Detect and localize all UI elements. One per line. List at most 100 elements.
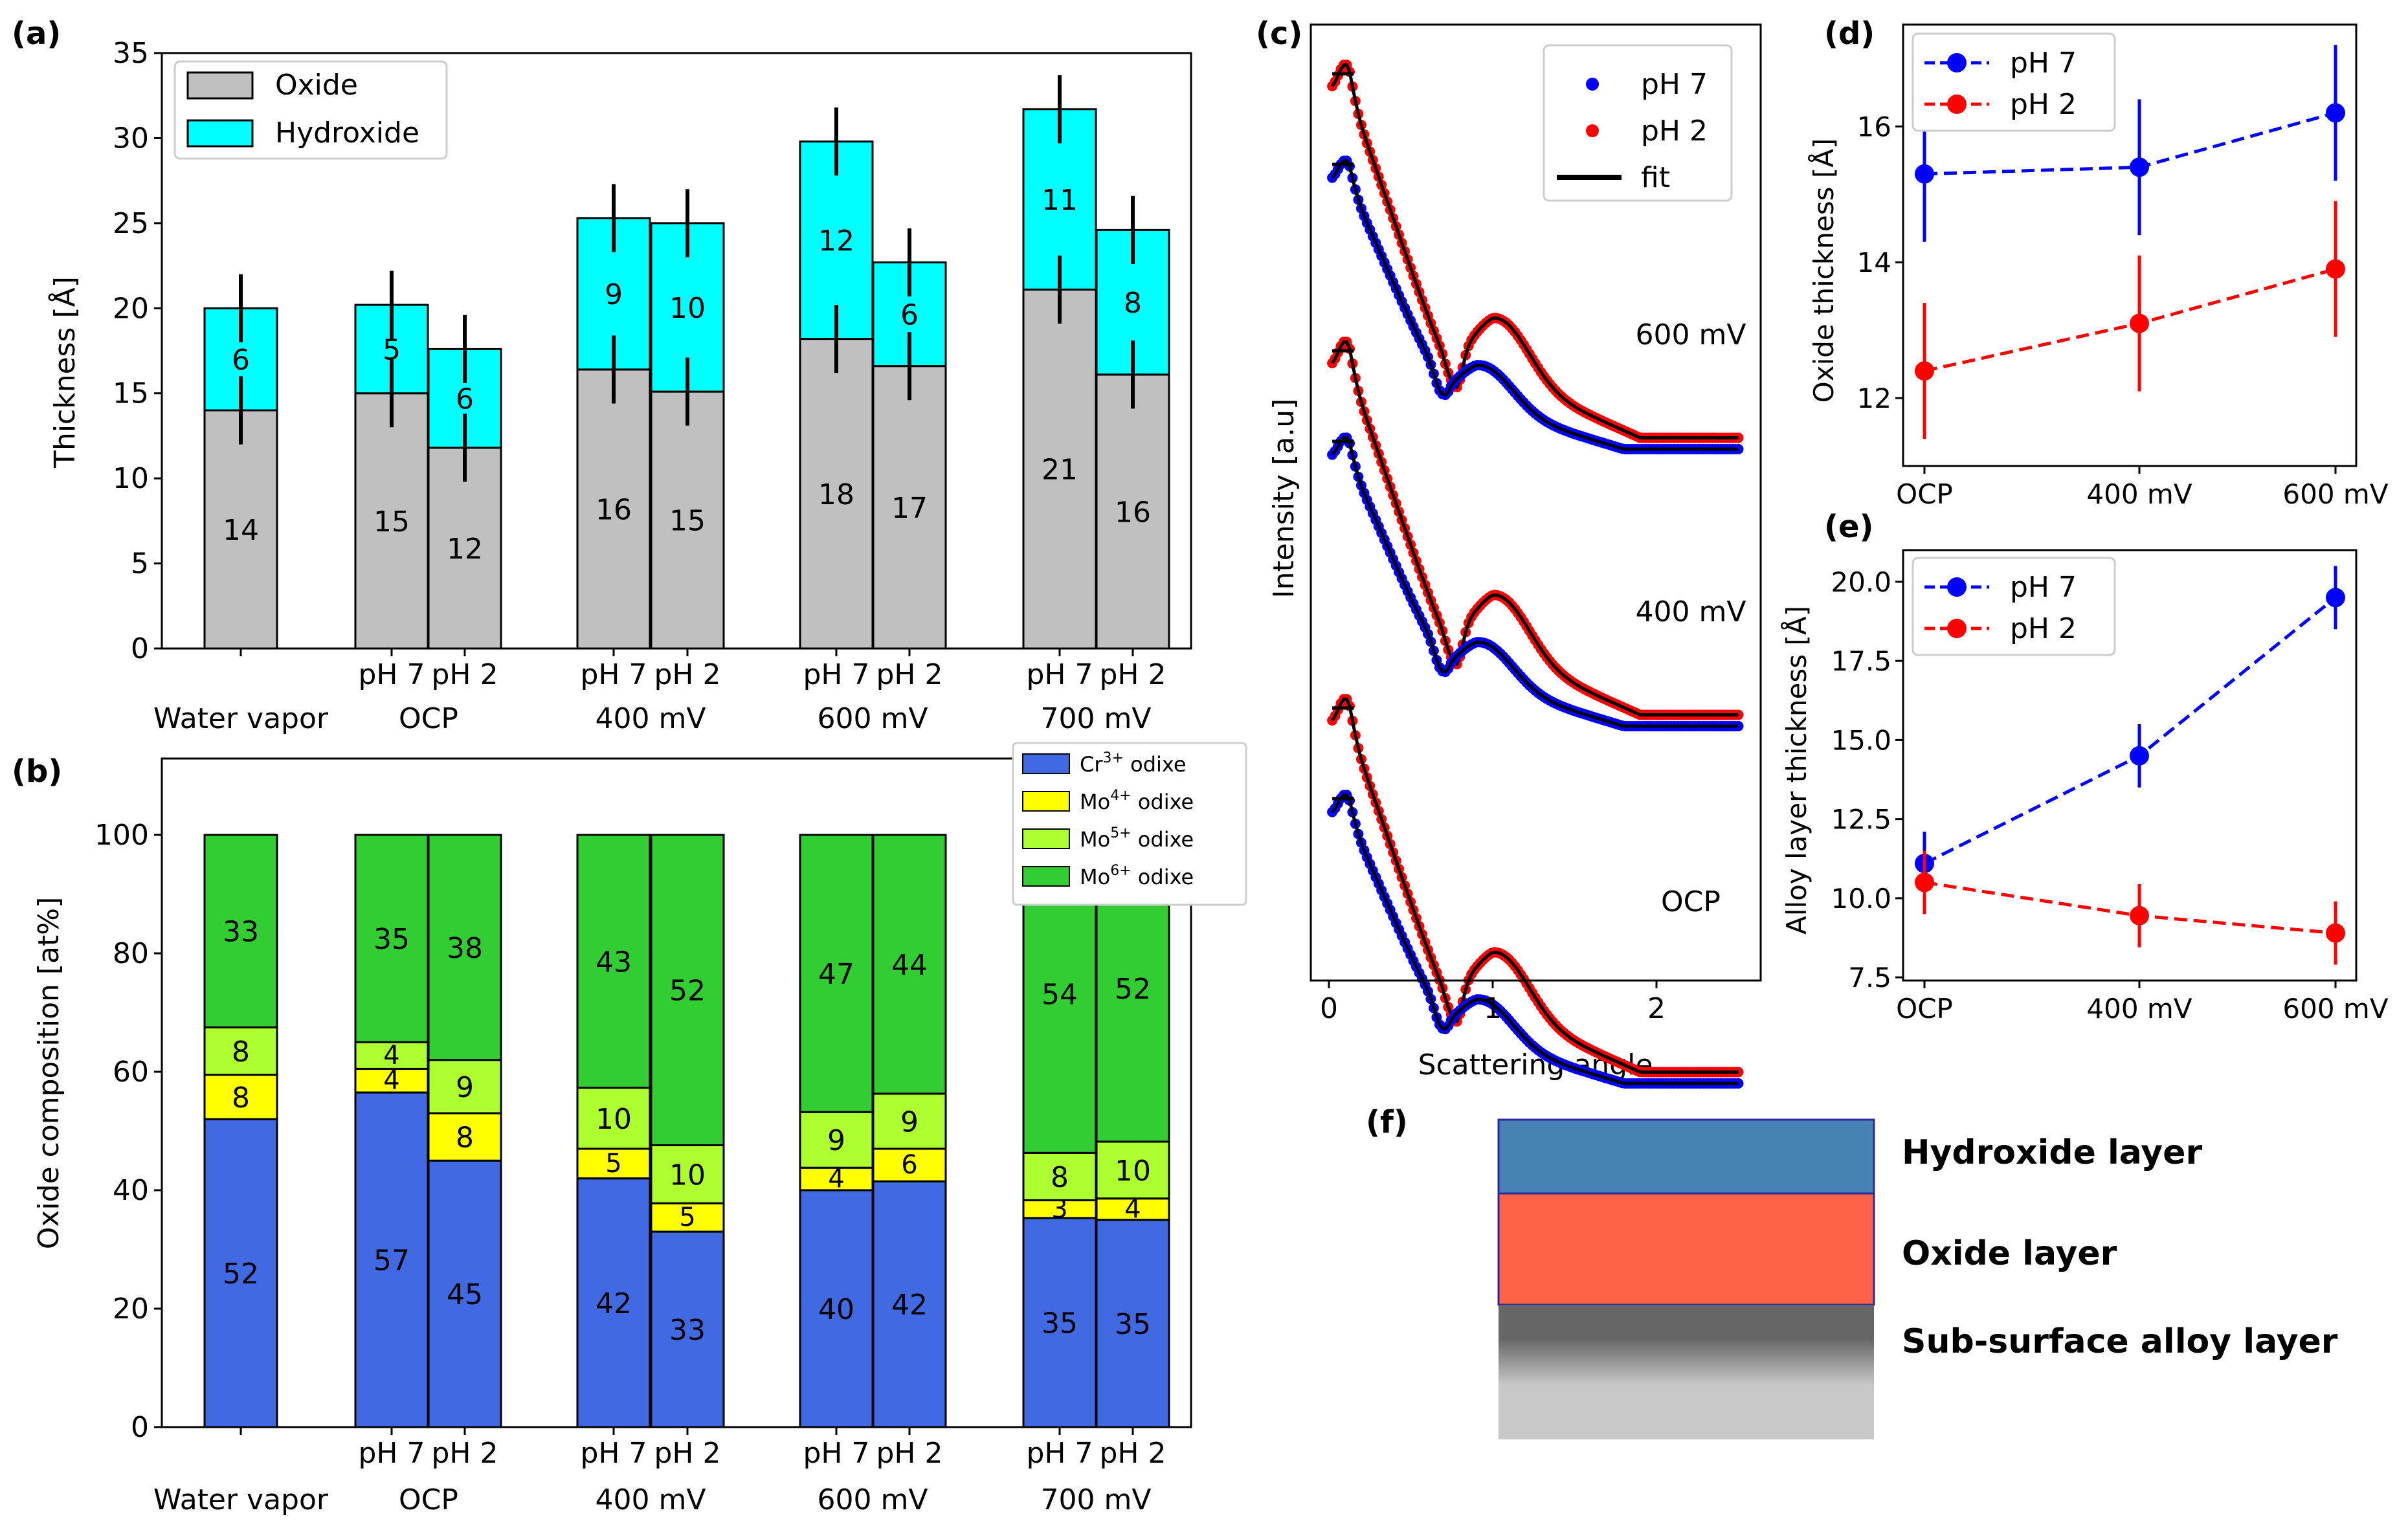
panel-a-legend: Oxide Hydroxide	[173, 60, 448, 160]
oxide-layer-label: Oxide layer	[1902, 1234, 2117, 1273]
composition-bar-segment	[650, 1202, 725, 1233]
bar-sub-label: pH 7	[359, 658, 425, 691]
y-tick-label: 5	[131, 548, 149, 581]
oxide-value-label: 15	[373, 505, 410, 538]
legend-label: fit	[1641, 161, 1670, 194]
x-tick-label: OCP	[1896, 993, 1953, 1025]
bar-sub-label: pH 7	[1027, 1437, 1093, 1470]
bar-sub-label: pH 7	[581, 1437, 647, 1470]
oxide-value-label: 12	[447, 533, 483, 566]
panel-c-legend: pH 7 pH 2 fit	[1543, 44, 1733, 202]
composition-bar-segment	[427, 834, 502, 1061]
y-tick-label: 10.0	[1831, 883, 1891, 915]
oxide-value-label: 16	[1115, 496, 1151, 529]
legend-label: pH 7	[2010, 47, 2077, 80]
composition-value-label: 6	[901, 1150, 917, 1180]
group-label: OCP	[399, 702, 458, 735]
y-tick-label: 80	[113, 937, 149, 970]
fit-line	[1330, 697, 1739, 1074]
composition-value-label: 52	[223, 1258, 259, 1291]
bar-sub-label: pH 7	[803, 1437, 870, 1470]
panel-letter-a: (a)	[12, 16, 61, 52]
legend-marker	[1586, 78, 1599, 91]
legend-swatch	[1022, 753, 1070, 774]
group-label: 600 mV	[818, 702, 928, 735]
legend-label-oxide: Oxide	[275, 69, 358, 102]
oxide-bar	[1022, 288, 1097, 650]
composition-value-label: 45	[447, 1278, 483, 1311]
composition-value-label: 5	[605, 1149, 621, 1179]
panel-b-legend: Cr3+ odixe Mo4+ odixe Mo5+ odixe Mo6+ odixe	[1012, 742, 1247, 906]
composition-value-label: 8	[232, 1036, 250, 1069]
panel-e-ylabel: Alloy layer thickness [Å]	[1780, 606, 1812, 935]
composition-bar-segment	[1095, 1140, 1170, 1200]
fit-line	[1331, 793, 1739, 1085]
hydroxide-layer-block	[1497, 1118, 1875, 1195]
oxide-value-label: 16	[596, 493, 632, 526]
legend-swatch	[1022, 828, 1070, 849]
y-tick-label: 7.5	[1848, 962, 1891, 993]
hydroxide-layer-label: Hydroxide layer	[1902, 1133, 2202, 1172]
group-label: 700 mV	[1041, 1483, 1152, 1516]
composition-value-label: 9	[456, 1071, 474, 1104]
composition-value-label: 35	[373, 923, 410, 956]
hydroxide-value-label: 6	[456, 383, 474, 416]
composition-value-label: 33	[223, 916, 259, 949]
composition-bar-segment	[650, 1144, 725, 1204]
composition-bar-segment	[1095, 1197, 1170, 1221]
group-label: 700 mV	[1041, 702, 1152, 735]
y-tick-label: 12.5	[1831, 804, 1891, 836]
composition-bar-segment	[427, 1059, 502, 1114]
legend-marker	[1947, 94, 1967, 114]
data-point	[2130, 746, 2149, 766]
legend-label: pH 2	[2010, 88, 2077, 121]
hydroxide-value-label: 5	[383, 333, 401, 366]
fit-line	[1330, 340, 1739, 716]
y-tick-label: 15	[113, 377, 149, 410]
data-point	[2326, 103, 2345, 123]
x-tick-label: OCP	[1896, 478, 1953, 510]
composition-value-label: 4	[383, 1041, 399, 1070]
panel-letter-d: (d)	[1824, 16, 1875, 52]
x-tick-label: 400 mV	[2086, 993, 2192, 1025]
y-tick-label: 60	[113, 1056, 149, 1089]
composition-value-label: 5	[679, 1203, 695, 1232]
composition-value-label: 9	[900, 1105, 919, 1138]
legend-label: pH 2	[2010, 612, 2077, 645]
y-tick-label: 0	[131, 1411, 149, 1444]
x-tick-label: 400 mV	[2086, 478, 2192, 510]
layer-schematic: Hydroxide layer Oxide layer Sub-surface …	[1497, 1118, 2338, 1439]
y-tick-label: 100	[95, 819, 149, 852]
y-tick-label: 0	[131, 632, 149, 665]
legend-label: pH 2	[1641, 115, 1708, 148]
data-point	[2130, 157, 2149, 177]
legend-swatch	[1022, 866, 1070, 887]
composition-value-label: 44	[891, 949, 928, 982]
composition-value-label: 10	[596, 1103, 632, 1136]
thickness-stacked-bar-chart: Thickness [Å] 14 6 15 5 pH 7 12 6 pH 2 16 9 pH 7 15…	[47, 37, 1192, 735]
composition-value-label: 57	[373, 1245, 410, 1278]
group-label: 400 mV	[596, 1483, 706, 1516]
panel-c-frame	[1310, 23, 1762, 982]
composition-bar-segment	[354, 1041, 429, 1070]
composition-bar-segment	[203, 1026, 278, 1076]
bar-sub-label: pH 2	[1100, 658, 1166, 691]
y-tick-label: 16	[1857, 111, 1891, 142]
legend-marker	[1586, 124, 1599, 137]
panel-a-frame	[161, 52, 1192, 650]
curve-pair-label: OCP	[1661, 885, 1721, 918]
y-tick-label: 15.0	[1831, 724, 1891, 756]
x-tick-label: 2	[1647, 992, 1666, 1025]
x-tick-label: 600 mV	[2282, 478, 2388, 510]
y-tick-label: 20	[113, 1292, 149, 1325]
bar-sub-label: pH 2	[654, 658, 721, 691]
composition-value-label: 10	[669, 1159, 706, 1192]
data-point	[1915, 361, 1934, 381]
oxide-value-label: 21	[1042, 454, 1078, 487]
y-tick-label: 30	[113, 122, 149, 155]
alloy-thickness-line-chart: Alloy layer thickness [Å] 7.5 10.0 12.5 15.…	[1780, 549, 2389, 1025]
oxide-layer-block	[1497, 1192, 1875, 1306]
composition-bar-segment	[576, 834, 651, 1089]
